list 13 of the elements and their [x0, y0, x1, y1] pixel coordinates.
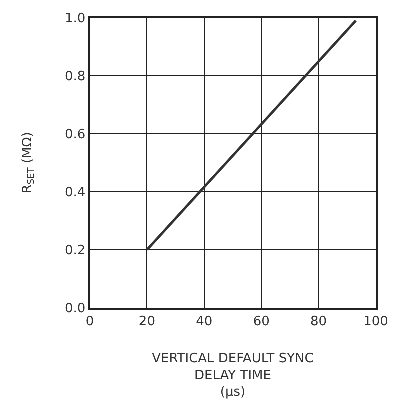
y-tick-label: 1.0	[64, 12, 86, 27]
y-tick-label: 0.4	[64, 186, 86, 201]
x-tick-label: 80	[310, 314, 328, 330]
x-tick-label: 20	[138, 314, 156, 330]
x-axis-title: VERTICAL DEFAULT SYNC DELAY TIME (μs)	[152, 351, 314, 400]
x-tick-label: 100	[364, 314, 388, 330]
y-tick-label: 0.6	[64, 128, 86, 143]
x-tick-label: 40	[196, 314, 213, 330]
x-tick-label: 60	[253, 314, 270, 330]
y-tick-label: 0.0	[64, 302, 86, 317]
y-tick-label: 0.8	[64, 70, 86, 85]
x-tick-label: 0	[86, 314, 94, 330]
y-tick-label: 0.2	[64, 244, 86, 259]
